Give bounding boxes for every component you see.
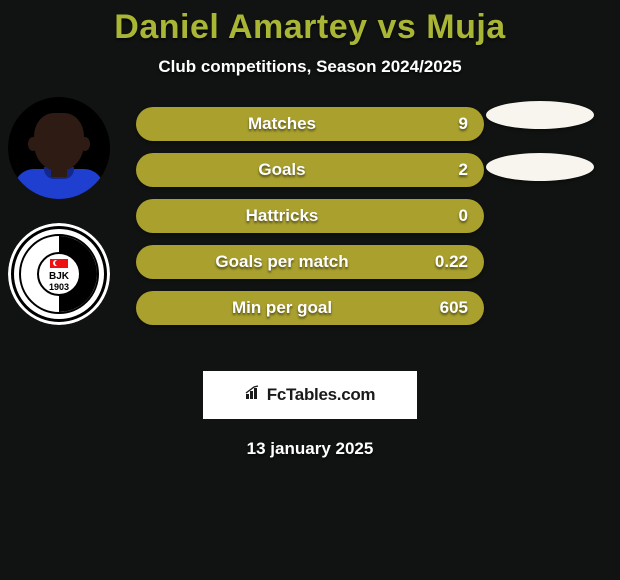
- bar-chart-icon: [245, 385, 261, 406]
- stat-pill: Matches9: [136, 107, 484, 141]
- stat-value: 0: [428, 206, 468, 226]
- stat-label: Goals per match: [136, 252, 428, 272]
- crest-year: 1903: [49, 283, 69, 292]
- source-badge[interactable]: FcTables.com: [203, 371, 417, 419]
- crest-code: BJK: [49, 272, 69, 282]
- stat-pill: Hattricks0: [136, 199, 484, 233]
- stat-label: Goals: [136, 160, 428, 180]
- stat-value: 2: [428, 160, 468, 180]
- stat-pill: Min per goal605: [136, 291, 484, 325]
- club-crest: BJK 1903: [8, 223, 110, 325]
- stat-pill: Goals2: [136, 153, 484, 187]
- content-area: BJK 1903 Matches9 Goals2 Hattricks0 Goals p…: [0, 107, 620, 347]
- right-ellipse-column: [486, 101, 606, 205]
- stat-value: 605: [428, 298, 468, 318]
- stat-value: 9: [428, 114, 468, 134]
- left-avatars: BJK 1903: [8, 97, 118, 349]
- player-avatar: [8, 97, 110, 199]
- comparison-ellipse: [486, 153, 594, 181]
- stat-value: 0.22: [428, 252, 468, 272]
- stat-label: Hattricks: [136, 206, 428, 226]
- page-title: Daniel Amartey vs Muja: [0, 0, 620, 47]
- stat-pill-list: Matches9Goals2Hattricks0Goals per match0…: [136, 107, 484, 337]
- page-subtitle: Club competitions, Season 2024/2025: [0, 57, 620, 77]
- stat-label: Matches: [136, 114, 428, 134]
- source-badge-text: FcTables.com: [267, 385, 376, 405]
- stat-pill: Goals per match0.22: [136, 245, 484, 279]
- snapshot-date: 13 january 2025: [0, 439, 620, 459]
- comparison-ellipse: [486, 101, 594, 129]
- stat-label: Min per goal: [136, 298, 428, 318]
- comparison-card: Daniel Amartey vs Muja Club competitions…: [0, 0, 620, 580]
